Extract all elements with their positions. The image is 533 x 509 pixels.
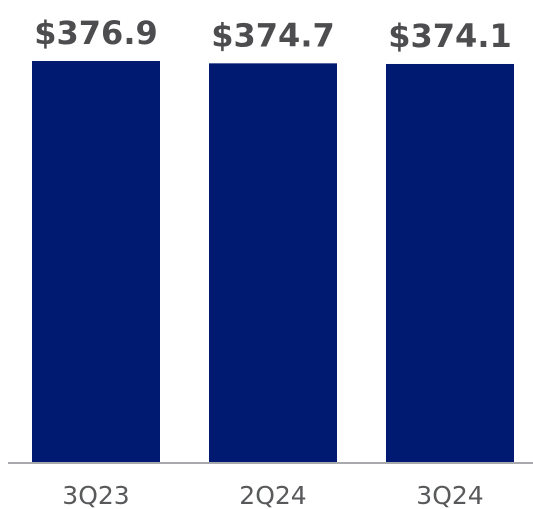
bar-3Q24 (386, 63, 514, 463)
bars-group (32, 61, 514, 463)
bar-2Q24 (209, 63, 337, 463)
x-tick-label-3Q24: 3Q24 (416, 481, 483, 509)
data-label-3Q24: $374.1 (388, 17, 511, 55)
data-label-3Q23: $376.9 (34, 14, 157, 52)
x-tick-labels-group: 3Q23 2Q24 3Q24 (62, 481, 483, 509)
data-labels-group: $376.9 $374.7 $374.1 (34, 14, 511, 55)
x-tick-label-3Q23: 3Q23 (62, 481, 129, 509)
data-label-2Q24: $374.7 (211, 16, 334, 54)
x-tick-label-2Q24: 2Q24 (239, 481, 306, 509)
bar-3Q23 (32, 61, 160, 462)
